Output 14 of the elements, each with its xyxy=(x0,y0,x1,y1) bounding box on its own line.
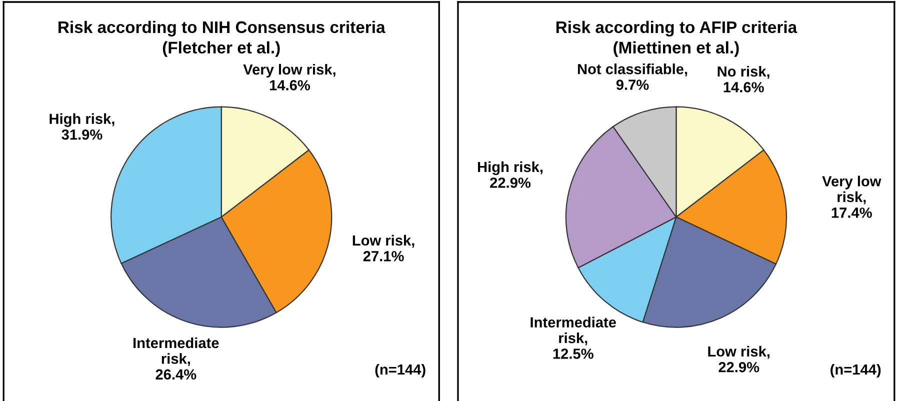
slice-label: Intermediate risk, 26.4% xyxy=(134,337,219,380)
slice-label: Very low risk, 17.4% xyxy=(822,176,882,218)
slice-label: Not classifiable, 9.7% xyxy=(578,64,688,90)
slice-label: High risk, 31.9% xyxy=(50,113,114,140)
slice-label: Very low risk, 14.6% xyxy=(243,64,336,90)
chart-title: Risk according to NIH Consensus criteria (Fletcher et al.) xyxy=(58,20,386,57)
slice-label: Low risk, 22.9% xyxy=(708,346,770,372)
slice-label: Low risk, 27.1% xyxy=(352,234,414,262)
text: (n=144) xyxy=(830,364,881,378)
text: (n=144) xyxy=(375,364,426,378)
chart-title: Risk according to AFIP criteria (Miettinen et al.) xyxy=(556,20,798,57)
slice-label: Intermediate risk, 12.5% xyxy=(530,316,616,359)
slice-label: High risk, 22.9% xyxy=(478,161,542,188)
slice-label: No risk, 14.6% xyxy=(718,66,770,92)
